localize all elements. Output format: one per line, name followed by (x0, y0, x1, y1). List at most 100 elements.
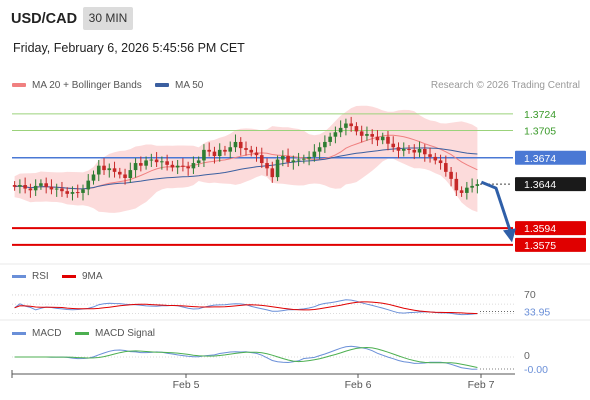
candle (44, 183, 48, 187)
candle (249, 149, 254, 153)
candle (312, 151, 317, 157)
candle (470, 185, 474, 188)
macd-signal-swatch (75, 331, 89, 335)
candle (323, 141, 327, 148)
macd-label: MACD (32, 328, 62, 339)
candle (75, 192, 80, 194)
rsi-line (14, 299, 478, 316)
rsi-tick-label: 70 (524, 289, 536, 301)
candle (375, 136, 380, 141)
candle (128, 170, 133, 178)
bollinger-band (14, 105, 478, 213)
level-label: 1.3644 (524, 179, 556, 191)
candle (165, 161, 169, 165)
candle (96, 165, 101, 175)
candle (144, 160, 148, 166)
candle (18, 185, 22, 187)
legend-ma20: MA 20 + Bollinger Bands (12, 80, 142, 91)
candle (475, 184, 480, 186)
candle (91, 174, 96, 181)
candle (333, 132, 338, 137)
timeframe-badge[interactable]: 30 MIN (83, 7, 133, 30)
candle (244, 148, 248, 150)
candle (86, 180, 91, 190)
candle (191, 163, 196, 169)
datetime: Friday, February 6, 2026 5:45:56 PM CET (13, 41, 245, 55)
candle (228, 147, 233, 152)
level-tag (515, 237, 586, 252)
level-tag (515, 150, 586, 165)
candle (344, 123, 348, 128)
ma9-label: 9MA (82, 271, 103, 282)
legend-rsi: RSI (12, 271, 49, 282)
candle (438, 160, 443, 164)
candle (417, 148, 422, 153)
candle (223, 149, 227, 152)
macd-swatch (12, 331, 26, 335)
candle (296, 159, 301, 161)
macd-signal-line (14, 346, 478, 368)
candle (65, 191, 70, 194)
candle (112, 168, 117, 172)
candle (391, 143, 396, 148)
forecast-arrow-head (503, 228, 516, 243)
candle (302, 158, 306, 160)
level-tag (515, 177, 586, 192)
candle (380, 136, 385, 141)
level-label: 1.3674 (524, 153, 556, 165)
candle (396, 147, 401, 151)
macd-value-label: -0.00 (524, 364, 548, 376)
candle (207, 149, 211, 152)
candle (270, 168, 275, 178)
candle (328, 136, 332, 142)
legend-ma50: MA 50 (155, 80, 203, 91)
rsi-label: RSI (32, 271, 49, 282)
candle (154, 159, 159, 163)
candle (102, 165, 106, 171)
candle (49, 186, 54, 190)
candle (338, 127, 343, 133)
x-tick-label: Feb 6 (345, 379, 372, 391)
candle (307, 156, 311, 159)
candle (39, 183, 43, 186)
candle (317, 147, 322, 152)
candle (449, 171, 453, 179)
ma50-swatch (155, 83, 169, 88)
credit: Research © 2026 Trading Central (430, 80, 580, 91)
x-tick-label: Feb 5 (173, 379, 200, 391)
candle (133, 163, 138, 171)
ma20-label: MA 20 + Bollinger Bands (32, 80, 142, 91)
candle (123, 174, 127, 178)
candle (265, 163, 269, 169)
candle (359, 131, 364, 136)
forecast-arrow (480, 180, 512, 231)
rsi-value-label: 33.95 (524, 307, 550, 319)
candle (281, 156, 285, 160)
candle (23, 185, 27, 189)
candle (212, 151, 217, 157)
candle (160, 161, 164, 163)
candle (407, 148, 411, 150)
ma9-swatch (62, 274, 76, 278)
level-tag (515, 221, 586, 236)
candle (365, 134, 369, 136)
candle (217, 149, 222, 157)
candle (259, 155, 264, 164)
candle (196, 160, 201, 164)
level-label: 1.3705 (524, 126, 556, 138)
candle (181, 165, 185, 167)
candle (349, 123, 353, 127)
legend-macd-signal: MACD Signal (75, 328, 155, 339)
candle (354, 126, 359, 132)
level-label: 1.3594 (524, 223, 556, 235)
rsi-swatch (12, 274, 26, 278)
candle (149, 159, 154, 161)
candle (170, 164, 175, 168)
x-tick-label: Feb 7 (468, 379, 495, 391)
candle (454, 178, 459, 191)
candle (28, 188, 33, 191)
candle (428, 154, 432, 157)
ma50-label: MA 50 (175, 80, 204, 91)
candle (401, 148, 406, 151)
